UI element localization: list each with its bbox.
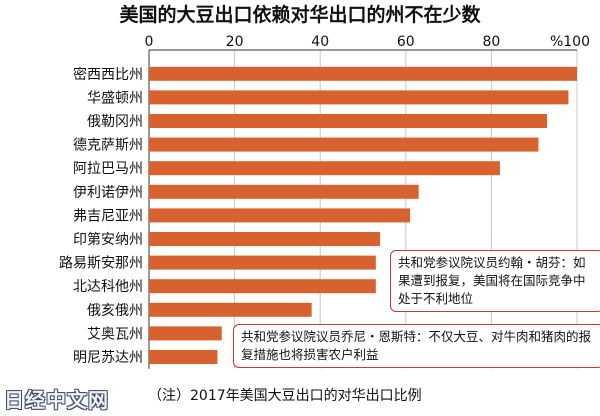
category-label: 明尼苏达州 xyxy=(73,350,143,366)
bar xyxy=(149,326,222,341)
category-label: 伊利诺伊州 xyxy=(73,185,143,201)
bar xyxy=(149,137,539,152)
category-label: 印第安纳州 xyxy=(73,231,143,248)
x-tick-label: 20 xyxy=(226,34,244,50)
chart-title: 美国的大豆出口依赖对华出口的州不在少数 xyxy=(119,4,481,26)
category-label: 阿拉巴马州 xyxy=(73,161,143,177)
bar xyxy=(149,208,411,223)
bar xyxy=(149,114,548,128)
x-tick-label: 80 xyxy=(482,34,500,50)
category-label: 俄亥俄州 xyxy=(87,303,143,319)
bar xyxy=(149,66,577,81)
bar xyxy=(149,302,312,317)
bar xyxy=(149,255,376,270)
bar xyxy=(149,350,218,364)
x-tick-label: 0 xyxy=(145,34,154,50)
x-unit-label: %100 xyxy=(550,34,590,50)
category-label: 德克萨斯州 xyxy=(73,138,143,154)
category-label: 艾奥瓦州 xyxy=(87,325,143,342)
category-label: 弗吉尼亚州 xyxy=(73,208,143,224)
chart-footnote: （注）2017年美国大豆出口的对华出口比例 xyxy=(148,388,422,404)
bar xyxy=(149,279,376,294)
bar xyxy=(149,184,419,199)
x-tick-label: 40 xyxy=(311,34,329,50)
category-label: 密西西比州 xyxy=(73,66,143,83)
nikkei-chinese-logo: 日经中文网 xyxy=(4,388,109,412)
category-label: 华盛顿州 xyxy=(87,90,143,106)
callout-ernst-quote: 共和党参议院议员乔尼・恩斯特：不仅大豆、对牛肉和猪肉的报复措施也将损害农户利益 xyxy=(233,324,600,368)
category-label: 北达科他州 xyxy=(73,279,143,295)
category-label: 俄勒冈州 xyxy=(87,114,143,130)
bar xyxy=(149,161,500,176)
category-label: 路易斯安那州 xyxy=(59,256,143,272)
bar xyxy=(149,232,381,246)
callout-hoeven-quote: 共和党参议院议员约翰・胡芬：如果遭到报复，美国将在国际竞争中处于不利地位 xyxy=(390,250,600,312)
x-tick-label: 60 xyxy=(397,34,415,50)
bar xyxy=(149,90,569,105)
